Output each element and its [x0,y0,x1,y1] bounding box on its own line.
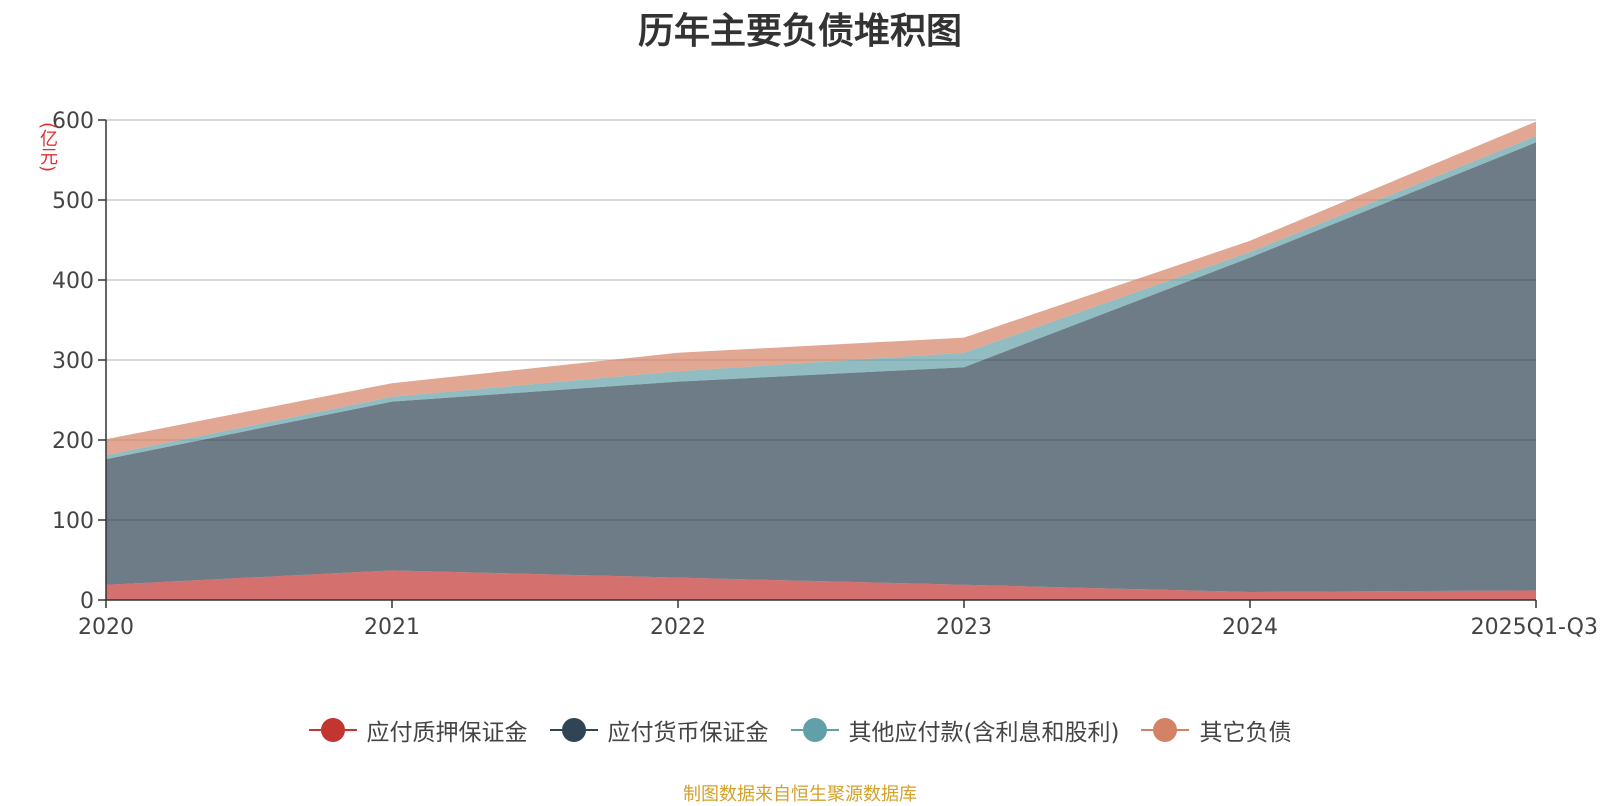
area-series-1 [106,142,1536,592]
legend-marker-icon [549,717,598,743]
x-tick-label: 2023 [936,615,992,640]
y-tick-label: 400 [52,269,94,294]
x-tick-label: 2021 [364,615,420,640]
legend-item-3[interactable]: 其它负债 [1141,713,1291,747]
y-axis-unit-label: (亿元) [37,122,58,173]
legend-label: 其它负债 [1199,720,1292,746]
legend-item-1[interactable]: 应付货币保证金 [549,713,769,747]
legend-label: 应付质押保证金 [366,720,528,746]
y-tick-label: 200 [52,429,94,454]
legend-label: 应付货币保证金 [607,720,769,746]
axes [98,119,1537,608]
chart-title: 历年主要负债堆积图 [637,11,962,52]
x-tick-label: 2020 [78,615,134,640]
y-tick-label: 600 [52,109,94,134]
stacked-area-chart: 0 100 200 300 400 500 600 2020 2021 2022 2023 2024 2… [52,109,1598,640]
y-tick-label: 300 [52,349,94,374]
series-areas [106,121,1536,600]
legend-item-2[interactable]: 其他应付款(含利息和股利) [790,713,1120,747]
area-series-0 [106,570,1536,600]
source-note: 制图数据来自恒生聚源数据库 [683,784,917,805]
legend-marker-icon [790,717,839,743]
legend-marker-icon [308,717,357,743]
y-tick-label: 0 [80,589,94,614]
legend-marker-icon [1141,717,1190,743]
legend-label: 其他应付款(含利息和股利) [848,720,1120,746]
legend: 应付质押保证金 应付货币保证金 其他应付款(含利息和股利) 其它负债 [0,713,1600,747]
x-tick-label: 2022 [650,615,706,640]
legend-item-0[interactable]: 应付质押保证金 [308,713,528,747]
x-tick-label: 2024 [1222,615,1278,640]
tick-labels: 0 100 200 300 400 500 600 2020 2021 2022 2023 2024 2… [52,109,1598,640]
x-tick-label: 2025Q1-Q3 [1471,615,1598,640]
area-series-3 [106,121,1536,456]
area-series-2 [106,136,1536,460]
y-tick-label: 100 [52,509,94,534]
y-tick-label: 500 [52,189,94,214]
